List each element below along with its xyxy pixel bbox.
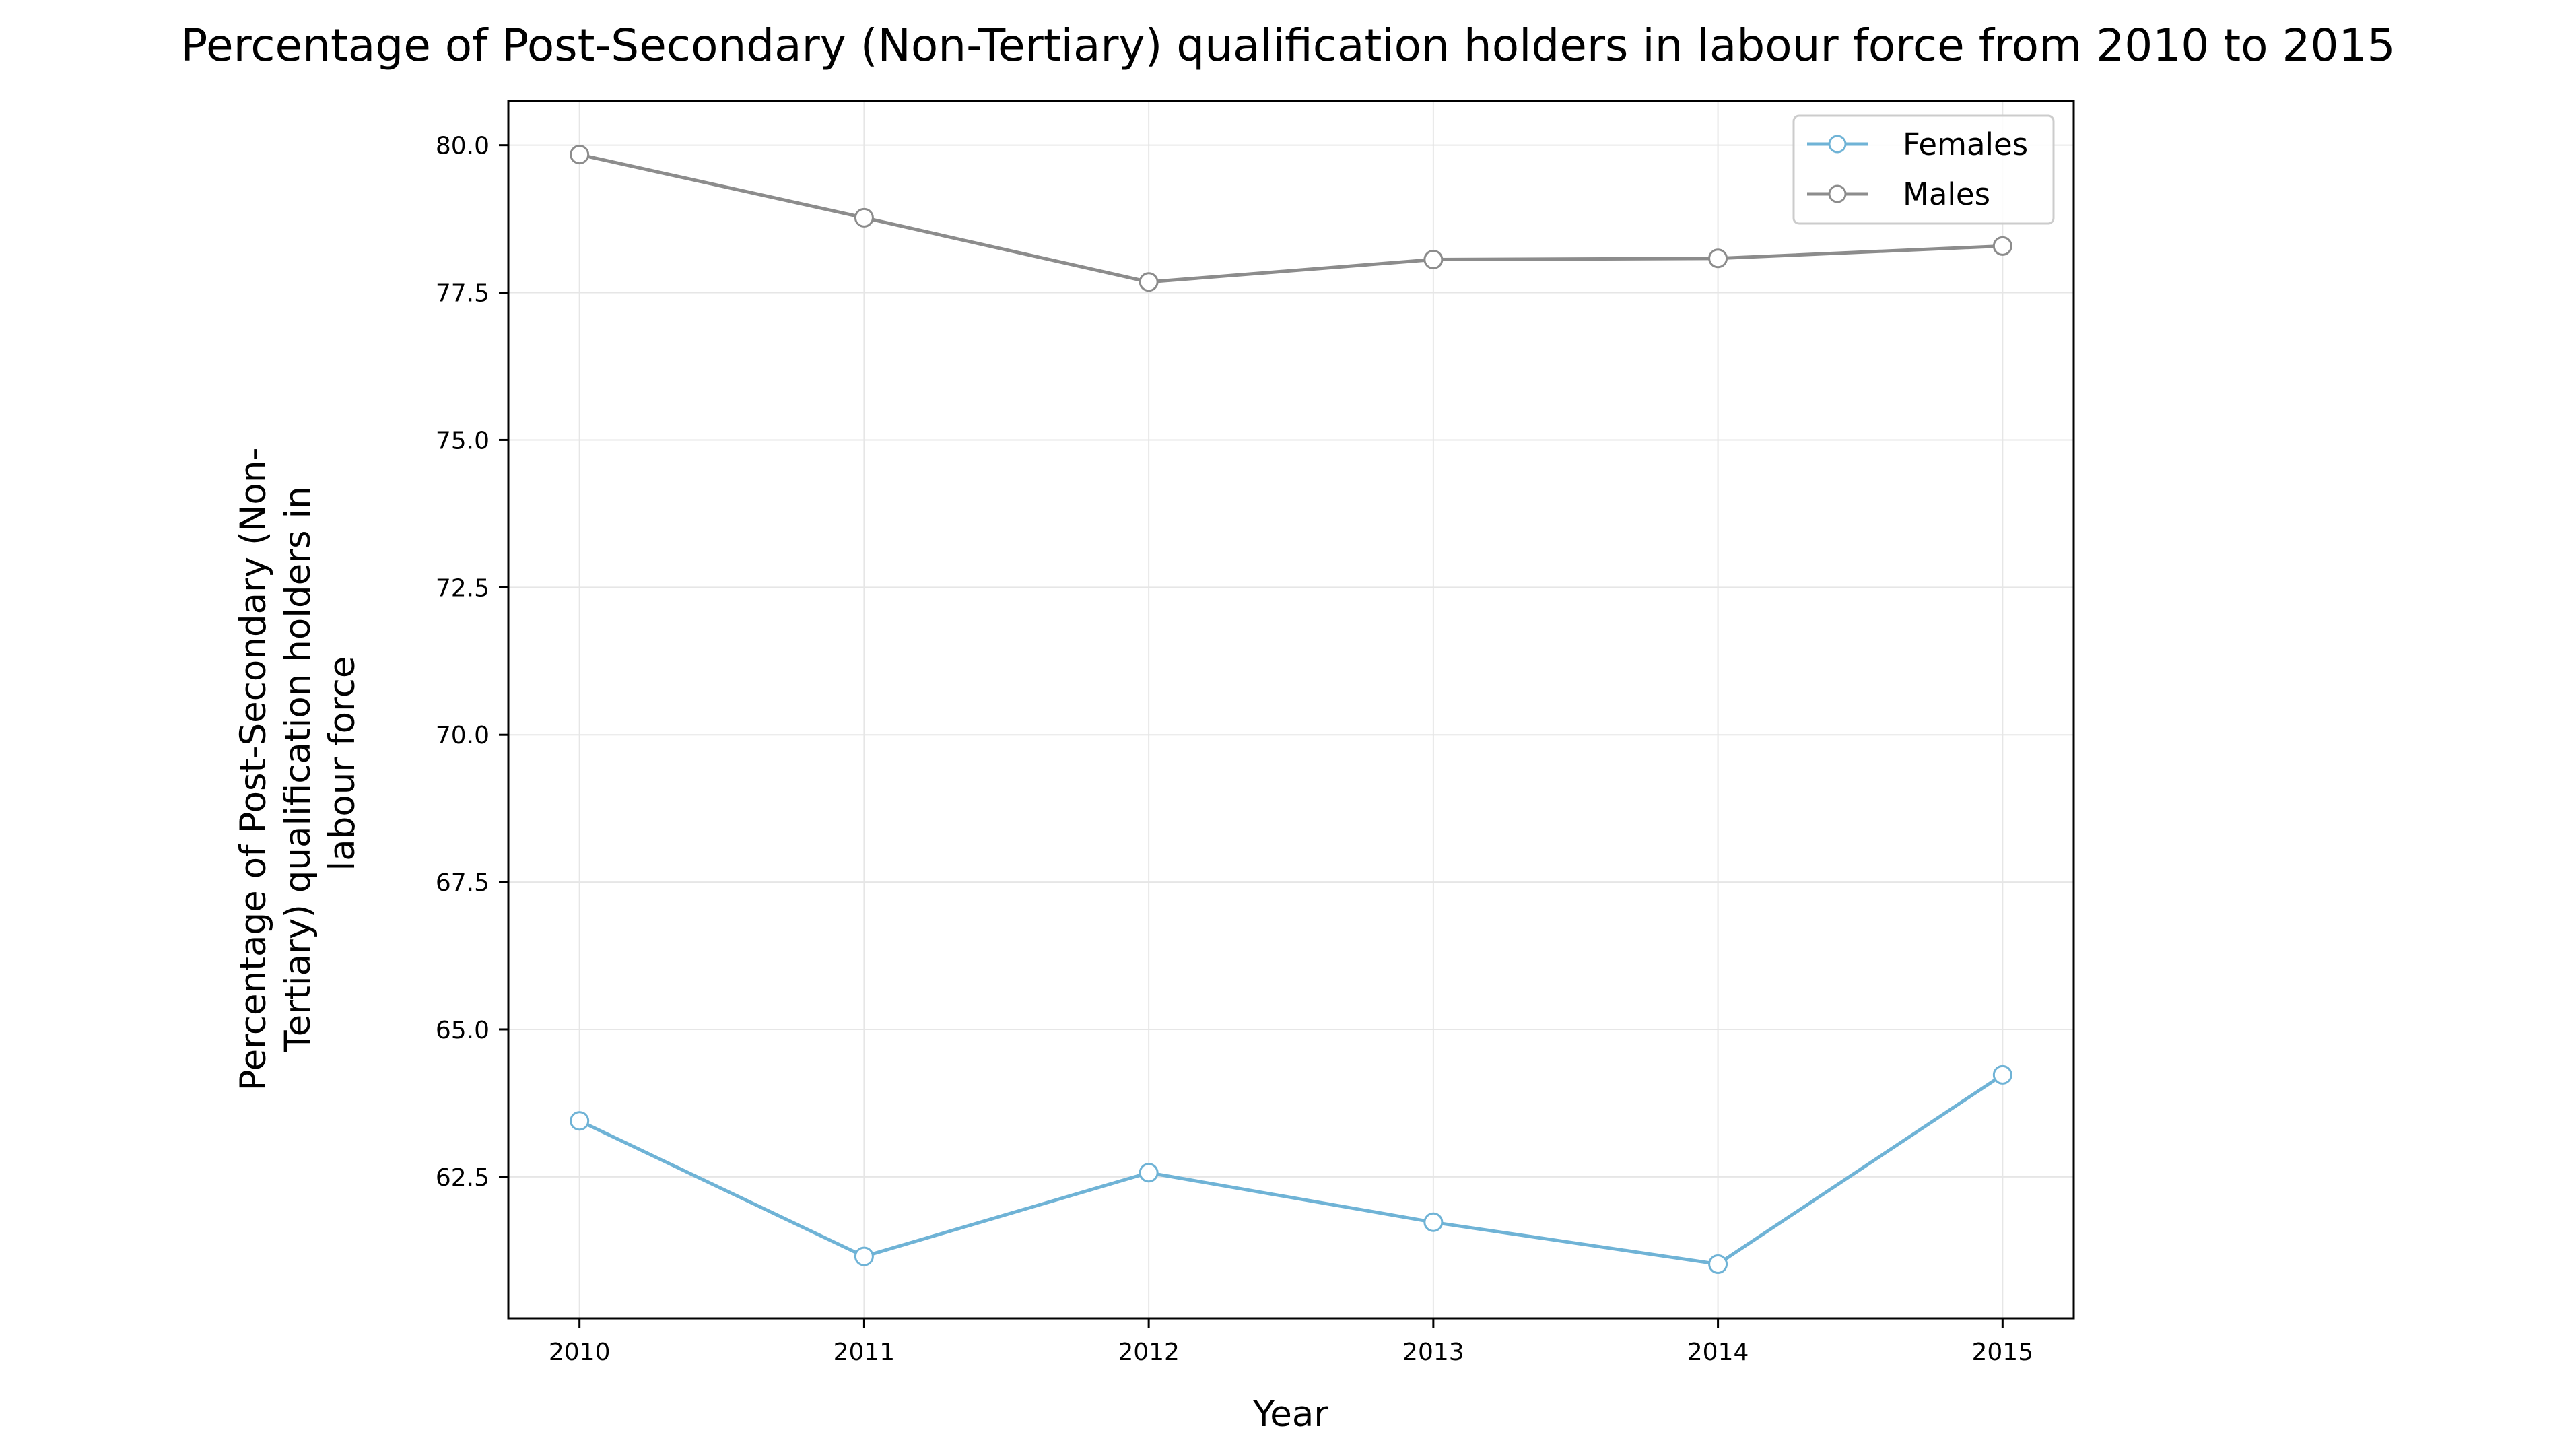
y-axis-label-line-3: labour force [322, 656, 363, 871]
y-tick-label: 67.5 [436, 869, 489, 897]
legend-marker-males [1828, 184, 1847, 203]
y-tick-label: 77.5 [436, 280, 489, 308]
plot-area-frame [507, 100, 2075, 1320]
series-layer [570, 145, 2012, 1274]
y-axis-ticks: 62.5 65.0 67.5 70.0 72.5 75.0 77.5 80.0 [436, 133, 508, 1192]
x-tick-label: 2014 [1687, 1339, 1749, 1366]
data-point-females [1423, 1212, 1444, 1232]
data-point-males [1992, 236, 2012, 256]
chart-title: Percentage of Post-Secondary (Non-Tertia… [181, 20, 2396, 71]
data-point-males [1708, 248, 1728, 269]
data-point-females [570, 1111, 590, 1131]
x-tick-label: 2013 [1402, 1339, 1464, 1366]
data-point-males [570, 145, 590, 165]
data-point-females [1139, 1163, 1159, 1183]
data-point-females [1992, 1064, 2012, 1085]
data-point-females [854, 1246, 874, 1266]
series-line-males [579, 153, 2003, 284]
legend: Females Males [1792, 114, 2055, 225]
series-line-females [578, 1073, 2004, 1266]
y-tick-label: 70.0 [436, 722, 489, 749]
data-point-males [1139, 272, 1159, 292]
y-axis-label-line-1: Percentage of Post-Secondary (Non- [233, 447, 274, 1091]
x-tick-label: 2015 [1972, 1339, 2034, 1366]
y-tick-label: 65.0 [436, 1017, 489, 1044]
y-tick-label: 72.5 [436, 574, 489, 602]
x-tick-label: 2012 [1118, 1339, 1180, 1366]
y-tick-label: 80.0 [436, 133, 489, 160]
legend-label-females: Females [1903, 127, 2028, 162]
y-axis-label: Percentage of Post-Secondary (Non- Terti… [233, 436, 363, 1091]
data-point-females [1708, 1254, 1728, 1274]
x-axis-ticks: 2010 2011 2012 2013 2014 2015 [549, 1318, 2033, 1366]
y-tick-label: 62.5 [436, 1164, 489, 1192]
x-tick-label: 2010 [549, 1339, 611, 1366]
series-males [570, 145, 2012, 292]
x-tick-label: 2011 [834, 1339, 895, 1366]
x-axis-label: Year [1252, 1394, 1328, 1435]
y-axis-label-line-2: Tertiary) qualification holders in [277, 486, 318, 1053]
data-point-males [854, 207, 874, 228]
legend-label-males: Males [1903, 176, 1990, 212]
data-point-males [1423, 250, 1444, 270]
series-females [570, 1064, 2012, 1274]
legend-marker-females [1828, 135, 1847, 154]
y-tick-label: 75.0 [436, 427, 489, 454]
